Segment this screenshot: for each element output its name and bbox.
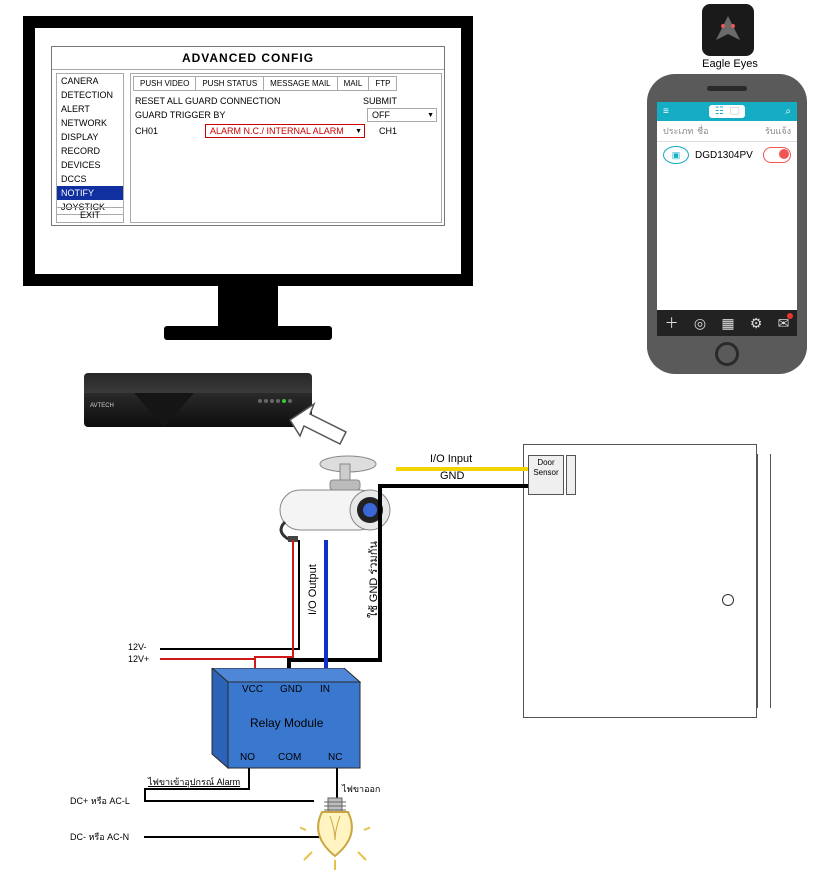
dvr: AVTECH <box>84 373 312 427</box>
sidebar-item-notify[interactable]: NOTIFY <box>57 186 123 200</box>
wire-12vp-h <box>160 658 256 660</box>
sidebar-item-display[interactable]: DISPLAY <box>57 130 123 144</box>
wire-gnd-stub <box>378 484 398 488</box>
wire-gnd-h1 <box>396 484 528 488</box>
io-output-label: I/O Output <box>307 550 319 630</box>
device-type-icon: ▣ <box>663 146 689 164</box>
wire-dcp <box>144 800 314 802</box>
relay-gnd: GND <box>280 684 302 695</box>
phone-bottom-icon[interactable]: ▦ <box>721 315 734 332</box>
wire-gnd-h2 <box>287 658 382 662</box>
sidebar-item-devices[interactable]: DEVICES <box>57 158 123 172</box>
wire-io-output <box>324 540 328 680</box>
config-window: ADVANCED CONFIG CANERADETECTIONALERTNETW… <box>51 46 445 226</box>
phone-bottom-icon[interactable]: ⚙ <box>750 315 763 332</box>
alarm-in-label: ไฟขาเข้าอุปกรณ์ Alarm <box>148 775 240 789</box>
v12p-label: 12V+ <box>128 654 149 664</box>
relay-no: NO <box>240 752 255 763</box>
device-name: DGD1304PV <box>689 150 763 161</box>
tab-mail[interactable]: MAIL <box>337 76 370 91</box>
relay-vcc: VCC <box>242 684 263 695</box>
alarm-out-label: ไฟขาออก <box>342 782 380 796</box>
sidebar-item-network[interactable]: NETWORK <box>57 116 123 130</box>
search-icon[interactable]: ⌕ <box>785 106 791 117</box>
phone-bottom-icon[interactable]: ✉ <box>778 315 790 332</box>
ch-label: CH01 <box>135 126 205 136</box>
sidebar-item-alert[interactable]: ALERT <box>57 102 123 116</box>
shared-gnd-label: ใช้ GND ร่วมกัน <box>365 520 383 640</box>
submit-label[interactable]: SUBMIT <box>363 96 397 106</box>
io-input-label: I/O Input <box>430 453 472 465</box>
device-toggle[interactable] <box>763 147 791 163</box>
wire-dcn <box>144 836 320 838</box>
relay-nc: NC <box>328 752 342 763</box>
dcn-label: DC- หรือ AC-N <box>70 830 129 844</box>
guard-label: GUARD TRIGGER BY <box>135 110 285 120</box>
config-title: ADVANCED CONFIG <box>52 47 444 70</box>
phone-col-header: ประเภท ชื่อ รับแจ้ง <box>657 121 797 142</box>
guard-select[interactable]: OFF▼ <box>367 108 437 122</box>
sidebar-item-detection[interactable]: DETECTION <box>57 88 123 102</box>
wire-12vm-v <box>298 540 300 650</box>
wire-12vp-join <box>254 656 294 658</box>
wire-alarm-v <box>248 768 250 790</box>
phone-topbar: ≡ ☷ 🖵 ⌕ <box>657 102 797 121</box>
phone-bottombar[interactable]: ＋ ◎ ▦ ⚙ ✉ <box>657 310 797 336</box>
wire-12vm-h <box>160 648 300 650</box>
door-sensor: Door Sensor <box>528 455 564 495</box>
sidebar-item-canera[interactable]: CANERA <box>57 74 123 88</box>
gnd-label: GND <box>440 470 464 482</box>
dcp-label: DC+ หรือ AC-L <box>70 794 130 808</box>
phone-bottom-icon[interactable]: ＋ <box>665 313 679 333</box>
phone-device-row[interactable]: ▣ DGD1304PV <box>657 142 797 168</box>
ch-right-label: CH1 <box>379 126 397 136</box>
light-bulb <box>300 796 370 876</box>
ch-select[interactable]: ALARM N.C./ INTERNAL ALARM▼ <box>205 124 365 138</box>
relay-title: Relay Module <box>250 716 323 730</box>
phone-bottom-icon[interactable]: ◎ <box>694 315 706 332</box>
back-icon[interactable]: ≡ <box>663 106 669 117</box>
config-tabs[interactable]: PUSH VIDEOPUSH STATUSMESSAGE MAILMAILFTP <box>133 76 441 91</box>
relay-com: COM <box>278 752 301 763</box>
tab-list-icon[interactable]: ☷ <box>715 106 724 117</box>
wire-dcp-join <box>144 788 146 802</box>
monitor-neck <box>218 286 278 328</box>
tab-push-video[interactable]: PUSH VIDEO <box>133 76 196 91</box>
phone-speaker <box>707 86 747 91</box>
wire-12vp-up <box>292 540 294 658</box>
tab-screen-icon[interactable]: 🖵 <box>730 106 740 117</box>
app-icon <box>702 4 754 56</box>
tab-ftp[interactable]: FTP <box>368 76 397 91</box>
monitor: ADVANCED CONFIG CANERADETECTIONALERTNETW… <box>23 16 473 286</box>
config-panel: PUSH VIDEOPUSH STATUSMESSAGE MAILMAILFTP… <box>130 73 442 223</box>
app-icon-label: Eagle Eyes <box>690 58 770 70</box>
tab-message-mail[interactable]: MESSAGE MAIL <box>263 76 337 91</box>
sidebar-item-dccs[interactable]: DCCS <box>57 172 123 186</box>
monitor-base <box>164 326 332 340</box>
sidebar-item-record[interactable]: RECORD <box>57 144 123 158</box>
home-button[interactable] <box>715 342 739 366</box>
relay-in: IN <box>320 684 330 695</box>
door-sensor-magnet <box>566 455 576 495</box>
door-edge <box>757 454 771 708</box>
tab-push-status[interactable]: PUSH STATUS <box>195 76 264 91</box>
v12m-label: 12V- <box>128 642 147 652</box>
exit-button[interactable]: EXIT <box>56 207 124 223</box>
door-knob <box>722 594 734 606</box>
reset-label: RESET ALL GUARD CONNECTION <box>135 96 281 106</box>
config-sidebar[interactable]: CANERADETECTIONALERTNETWORKDISPLAYRECORD… <box>56 73 124 215</box>
